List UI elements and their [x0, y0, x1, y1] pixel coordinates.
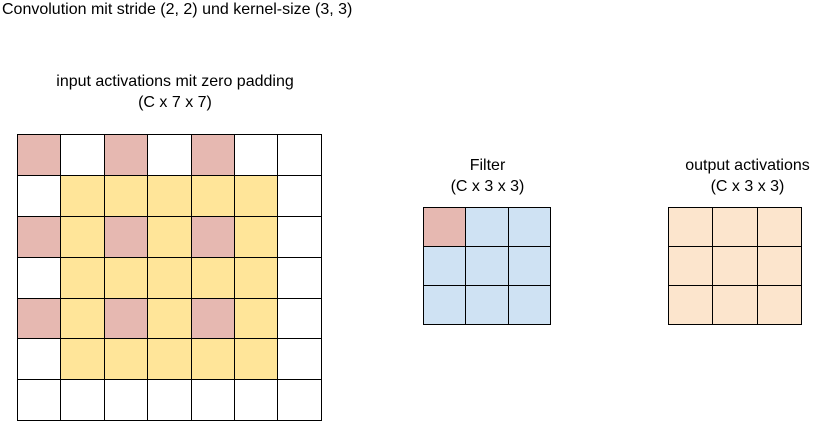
input-cell-0-4	[191, 135, 235, 176]
input-cell-4-5	[234, 298, 279, 340]
filter-cell-0-1	[466, 208, 509, 247]
input-cell-4-2	[104, 298, 149, 340]
input-cell-2-4	[191, 216, 235, 258]
input-cell-4-3	[148, 298, 192, 340]
input-cell-6-3	[148, 380, 192, 421]
output-cell-0-0	[669, 208, 714, 247]
input-cell-6-2	[104, 380, 149, 421]
input-cell-6-1	[61, 380, 105, 421]
filter-cell-0-2	[508, 208, 551, 247]
input-cell-3-5	[234, 257, 279, 299]
filter-cell-1-2	[508, 247, 551, 286]
input-cell-3-1	[61, 257, 105, 299]
input-cell-1-3	[148, 175, 192, 217]
filter-caption: Filter (C x 3 x 3)	[400, 155, 575, 197]
filter-cell-2-0	[424, 286, 467, 325]
input-cell-0-3	[148, 135, 192, 176]
filter-caption-line1: Filter	[469, 157, 506, 174]
output-cell-1-2	[757, 247, 802, 286]
input-caption-line2: (C x 7 x 7)	[138, 94, 212, 111]
input-cell-6-4	[191, 380, 235, 421]
input-cell-1-0	[18, 175, 62, 217]
input-cell-5-6	[278, 339, 322, 381]
output-cell-1-1	[713, 247, 758, 286]
input-cell-5-5	[234, 339, 279, 381]
input-cell-6-0	[18, 380, 62, 421]
output-cell-0-2	[757, 208, 802, 247]
input-cell-1-4	[191, 175, 235, 217]
input-cell-0-2	[104, 135, 149, 176]
input-cell-5-2	[104, 339, 149, 381]
input-cell-4-6	[278, 298, 322, 340]
input-cell-3-2	[104, 257, 149, 299]
diagram-title: Convolution mit stride (2, 2) und kernel…	[2, 1, 353, 18]
input-cell-6-5	[234, 380, 279, 421]
filter-cell-1-0	[424, 247, 467, 286]
input-cell-2-1	[61, 216, 105, 258]
filter-cell-2-1	[466, 286, 509, 325]
input-cell-0-6	[278, 135, 322, 176]
input-activations-grid	[17, 134, 322, 421]
output-caption: output activations (C x 3 x 3)	[660, 155, 823, 197]
input-cell-5-3	[148, 339, 192, 381]
input-cell-4-1	[61, 298, 105, 340]
input-cell-1-1	[61, 175, 105, 217]
input-cell-5-0	[18, 339, 62, 381]
input-cell-1-5	[234, 175, 279, 217]
input-cell-4-4	[191, 298, 235, 340]
input-cell-2-3	[148, 216, 192, 258]
output-cell-2-0	[669, 286, 714, 325]
input-cell-2-2	[104, 216, 149, 258]
input-cell-2-5	[234, 216, 279, 258]
filter-caption-line2: (C x 3 x 3)	[450, 178, 525, 195]
input-cell-0-1	[61, 135, 105, 176]
input-cell-3-4	[191, 257, 235, 299]
input-cell-3-3	[148, 257, 192, 299]
input-cell-1-2	[104, 175, 149, 217]
output-cell-2-1	[713, 286, 758, 325]
filter-cell-2-2	[508, 286, 551, 325]
input-cell-0-5	[234, 135, 279, 176]
input-caption: input activations mit zero padding (C x …	[20, 71, 330, 113]
input-cell-3-0	[18, 257, 62, 299]
input-cell-2-6	[278, 216, 322, 258]
filter-grid	[423, 207, 551, 325]
input-caption-line1: input activations mit zero padding	[56, 73, 294, 90]
input-cell-6-6	[278, 380, 322, 421]
output-caption-line2: (C x 3 x 3)	[710, 178, 785, 195]
output-cell-0-1	[713, 208, 758, 247]
input-cell-2-0	[18, 216, 62, 258]
input-cell-1-6	[278, 175, 322, 217]
input-cell-3-6	[278, 257, 322, 299]
output-cell-1-0	[669, 247, 714, 286]
input-cell-4-0	[18, 298, 62, 340]
output-activations-grid	[668, 207, 802, 325]
input-cell-0-0	[18, 135, 62, 176]
filter-cell-1-1	[466, 247, 509, 286]
output-cell-2-2	[757, 286, 802, 325]
input-cell-5-1	[61, 339, 105, 381]
filter-cell-0-0	[424, 208, 467, 247]
output-caption-line1: output activations	[685, 157, 810, 174]
input-cell-5-4	[191, 339, 235, 381]
